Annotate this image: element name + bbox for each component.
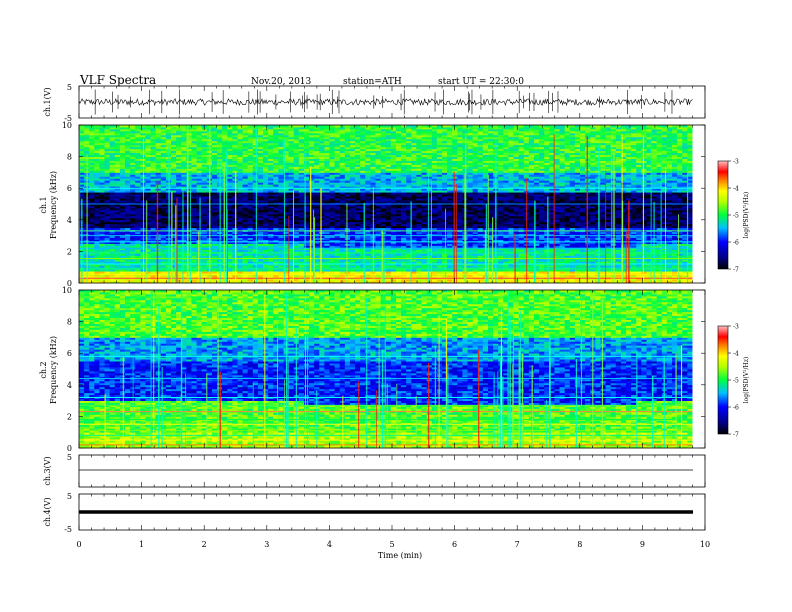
ch2-spectrogram-channel-label: ch.2: [39, 361, 48, 378]
ch1-spectrogram-panel: 0 2 4 6 8 10 ch.1 Frequency (kHz) -3 -4 -5 -6 -7 …: [39, 121, 750, 288]
ch2-colorbar-tick-label: -6: [733, 405, 739, 412]
figure-title: VLF Spectra: [79, 73, 156, 87]
x-tick-label: 1: [139, 540, 144, 549]
x-tick-label: 6: [452, 540, 457, 549]
ch2-colorbar-tick-label: -3: [733, 324, 739, 331]
ch2-spectrogram-ytick-label: 2: [67, 412, 72, 421]
ch2-colorbar-label: log(PSD(V²/Hz): [743, 357, 750, 404]
time-axis: 0 1 2 3 4 5 6 7 8 9 10: [76, 540, 710, 549]
ch1-waveform-ylabel: ch.1(V): [43, 87, 52, 116]
x-tick-label: 0: [76, 540, 81, 549]
ch1-ytick-minus5: -5: [64, 114, 72, 123]
ch1-waveform-trace: [78, 97, 693, 107]
ch1-colorbar-label: log(PSD(V²/Hz): [743, 192, 750, 239]
ch3-ytick-5: 5: [67, 453, 72, 462]
ch1-colorbar-tick-label: -7: [733, 267, 739, 274]
ch1-colorbar: -3 -4 -5 -6 -7 log(PSD(V²/Hz): [717, 159, 750, 274]
ch2-spectrogram-ytick-label: 10: [62, 286, 72, 295]
ch2-spectrogram-panel: 0 2 4 6 8 10 ch.2 Frequency (kHz) -3 -4 -5 -6 -7 …: [39, 286, 750, 453]
ch3-waveform-ylabel: ch.3(V): [43, 456, 52, 485]
time-axis-label: Time (min): [378, 551, 422, 560]
ch1-spectrogram-ytick-label: 2: [67, 247, 72, 256]
ch1-colorbar-tick-label: -6: [733, 240, 739, 247]
ch2-spectrogram-ylabel: Frequency (kHz): [49, 336, 58, 404]
ch2-spectrogram-ytick-label: 0: [67, 444, 72, 453]
ch1-spectrogram-ylabel: Frequency (kHz): [49, 171, 58, 239]
ch4-waveform-ylabel: ch.4(V): [43, 497, 52, 526]
x-tick-label: 10: [700, 540, 710, 549]
ch1-waveform-panel: 5 -5 ch.1(V): [43, 83, 706, 123]
ch1-spectrogram-channel-label: ch.1: [39, 196, 48, 213]
x-tick-label: 7: [515, 540, 520, 549]
ch1-spectrogram-image: [78, 125, 705, 284]
ch1-colorbar-tick-label: -4: [733, 186, 739, 193]
ch1-spectrogram-ytick-label: 4: [67, 216, 72, 225]
ch2-colorbar: -3 -4 -5 -6 -7 log(PSD(V²/Hz): [717, 324, 750, 439]
ch4-ytick-5: 5: [67, 492, 72, 501]
ch2-spectrogram-ytick-label: 6: [67, 349, 72, 358]
start-time-label: start UT = 22:30:0: [438, 77, 524, 87]
ch2-spectrogram-ytick-label: 4: [67, 381, 72, 390]
x-tick-label: 2: [202, 540, 207, 549]
x-tick-label: 4: [327, 540, 332, 549]
x-tick-label: 3: [264, 540, 269, 549]
ch1-spectrogram-ytick-label: 8: [67, 153, 72, 162]
ch1-spectrogram-ytick-label: 6: [67, 184, 72, 193]
ch1-colorbar-tick-label: -3: [733, 159, 739, 166]
ch1-ytick-5: 5: [67, 83, 72, 92]
date-label: Nov.20, 2013: [251, 77, 312, 87]
x-tick-label: 9: [640, 540, 645, 549]
ch1-spectrogram-ytick-label: 0: [67, 279, 72, 288]
ch2-spectrogram-ytick-label: 8: [67, 318, 72, 327]
ch2-colorbar-tick-label: -7: [733, 432, 739, 439]
ch4-waveform-panel: 5 -5 ch.4(V): [43, 492, 706, 534]
ch1-colorbar-tick-label: -5: [733, 213, 739, 220]
x-tick-label: 8: [577, 540, 582, 549]
ch1-spikes: [94, 89, 673, 115]
ch2-colorbar-tick-label: -4: [733, 351, 739, 358]
ch2-spectrogram-image: [79, 290, 705, 449]
ch3-waveform-panel: 5 ch.3(V): [43, 453, 706, 488]
ch4-ytick-minus5: -5: [64, 525, 72, 534]
x-tick-label: 5: [389, 540, 394, 549]
ch1-spectrogram-ytick-label: 10: [62, 121, 72, 130]
ch2-colorbar-tick-label: -5: [733, 378, 739, 385]
station-label: station=ATH: [343, 77, 402, 87]
